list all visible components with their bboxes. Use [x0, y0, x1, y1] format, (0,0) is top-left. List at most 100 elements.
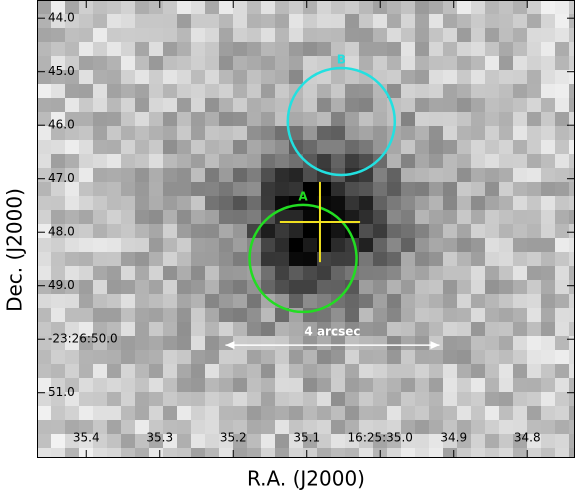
image-pixel [191, 154, 205, 168]
image-pixel [247, 406, 261, 420]
image-pixel [303, 252, 317, 266]
image-pixel [177, 168, 191, 182]
image-pixel [457, 252, 471, 266]
image-pixel [177, 70, 191, 84]
image-pixel [443, 420, 457, 434]
image-pixel [247, 70, 261, 84]
image-pixel [457, 238, 471, 252]
image-pixel [205, 420, 219, 434]
image-pixel [387, 56, 401, 70]
image-pixel [401, 182, 415, 196]
image-pixel [37, 322, 51, 336]
image-pixel [527, 70, 541, 84]
image-pixel [331, 182, 345, 196]
image-pixel [345, 196, 359, 210]
image-pixel [457, 14, 471, 28]
image-pixel [373, 126, 387, 140]
image-pixel [555, 154, 569, 168]
image-pixel [485, 168, 499, 182]
image-pixel [499, 378, 513, 392]
image-pixel [163, 266, 177, 280]
image-pixel [429, 126, 443, 140]
image-pixel [121, 84, 135, 98]
image-pixel [37, 182, 51, 196]
region-circle [248, 203, 358, 314]
image-pixel [471, 196, 485, 210]
image-pixel [457, 168, 471, 182]
image-pixel [289, 182, 303, 196]
image-pixel [569, 434, 575, 448]
image-pixel [415, 266, 429, 280]
image-pixel [121, 448, 135, 458]
image-pixel [37, 210, 51, 224]
image-pixel [149, 238, 163, 252]
image-pixel [219, 196, 233, 210]
image-pixel [163, 224, 177, 238]
image-pixel [471, 364, 485, 378]
image-pixel [303, 336, 317, 350]
image-pixel [485, 126, 499, 140]
image-pixel [555, 364, 569, 378]
image-pixel [233, 448, 247, 458]
image-pixel [261, 322, 275, 336]
image-pixel [527, 28, 541, 42]
image-pixel [247, 434, 261, 448]
image-pixel [93, 280, 107, 294]
image-pixel [429, 112, 443, 126]
image-pixel [163, 364, 177, 378]
image-pixel [79, 266, 93, 280]
image-pixel [415, 42, 429, 56]
image-pixel [121, 42, 135, 56]
image-pixel [457, 98, 471, 112]
image-pixel [457, 308, 471, 322]
image-pixel [275, 56, 289, 70]
image-pixel [569, 392, 575, 406]
image-pixel [415, 252, 429, 266]
image-pixel [527, 42, 541, 56]
image-pixel [429, 28, 443, 42]
image-pixel [261, 84, 275, 98]
image-pixel [93, 252, 107, 266]
image-pixel [373, 280, 387, 294]
image-pixel [191, 434, 205, 448]
image-pixel [457, 448, 471, 458]
image-pixel [387, 392, 401, 406]
image-pixel [401, 378, 415, 392]
image-pixel [247, 224, 261, 238]
image-pixel [107, 406, 121, 420]
image-pixel [457, 210, 471, 224]
image-pixel [499, 140, 513, 154]
image-pixel [275, 224, 289, 238]
image-pixel [135, 280, 149, 294]
image-pixel [275, 378, 289, 392]
image-pixel [527, 294, 541, 308]
image-pixel [233, 308, 247, 322]
image-pixel [135, 406, 149, 420]
image-pixel [457, 392, 471, 406]
image-pixel [401, 294, 415, 308]
image-pixel [177, 210, 191, 224]
image-pixel [65, 182, 79, 196]
image-pixel [275, 336, 289, 350]
image-pixel [149, 364, 163, 378]
image-pixel [163, 14, 177, 28]
image-pixel [247, 56, 261, 70]
image-pixel [135, 364, 149, 378]
image-pixel [163, 70, 177, 84]
image-pixel [149, 392, 163, 406]
image-pixel [471, 252, 485, 266]
image-pixel [373, 182, 387, 196]
image-pixel [261, 308, 275, 322]
image-pixel [331, 266, 345, 280]
image-pixel [303, 434, 317, 448]
image-pixel [191, 378, 205, 392]
image-pixel [135, 182, 149, 196]
image-pixel [37, 42, 51, 56]
image-pixel [527, 308, 541, 322]
image-pixel [65, 42, 79, 56]
image-pixel [331, 154, 345, 168]
image-pixel [317, 392, 331, 406]
image-pixel [457, 336, 471, 350]
image-pixel [121, 308, 135, 322]
image-pixel [569, 280, 575, 294]
